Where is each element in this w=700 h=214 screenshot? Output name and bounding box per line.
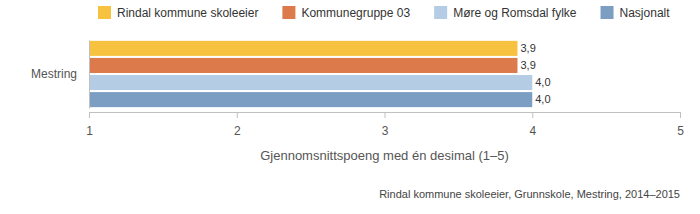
tick: 2 <box>234 112 241 138</box>
legend-label: Møre og Romsdal fylke <box>453 6 577 20</box>
bar <box>89 58 517 73</box>
tick-mark <box>680 112 681 118</box>
data-label: 4,0 <box>535 93 550 105</box>
tick-label: 2 <box>234 124 241 138</box>
legend-swatch <box>98 6 111 19</box>
data-labels: 3,93,94,04,0 <box>520 42 550 105</box>
tick: 1 <box>86 112 93 138</box>
bar <box>89 41 517 56</box>
data-label: 3,9 <box>520 59 535 71</box>
legend-item: Nasjonalt <box>601 6 671 20</box>
data-label: 4,0 <box>535 76 550 88</box>
tick-label: 5 <box>677 124 684 138</box>
tick-mark <box>385 112 386 118</box>
tick-mark <box>89 112 90 118</box>
legend-label: Nasjonalt <box>620 6 671 20</box>
tick-label: 3 <box>382 124 389 138</box>
axis-title: Gjennomsnittspoeng med én desimal (1–5) <box>260 148 509 163</box>
legend-item: Rindal kommune skoleeier <box>98 6 258 20</box>
legend-item: Kommunegruppe 03 <box>282 6 410 20</box>
tick: 4 <box>529 112 536 138</box>
tick-mark <box>532 112 533 118</box>
legend: Rindal kommune skoleeier Kommunegruppe 03… <box>98 6 670 20</box>
data-label: 3,9 <box>520 42 535 54</box>
legend-swatch <box>601 6 614 19</box>
bar <box>89 75 532 90</box>
tick: 3 <box>382 112 389 138</box>
axis-line <box>90 113 681 119</box>
legend-label: Kommunegruppe 03 <box>301 6 410 20</box>
tick-label: 4 <box>529 124 536 138</box>
annotation: Rindal kommune skoleeier, Grunnskole, Me… <box>379 188 680 200</box>
y-axis: Mestring <box>31 41 90 109</box>
tick-label: 1 <box>86 124 93 138</box>
bar <box>89 92 532 107</box>
axis-line <box>89 41 90 109</box>
legend-item: Møre og Romsdal fylke <box>434 6 577 20</box>
legend-swatch <box>434 6 447 19</box>
tick-mark <box>237 112 238 118</box>
x-axis: 1 2 3 4 5 <box>86 112 684 138</box>
bars <box>89 41 532 107</box>
tick-label: Mestring <box>31 67 77 81</box>
tick: Mestring <box>31 67 89 81</box>
tick: 5 <box>677 112 684 138</box>
legend-label: Rindal kommune skoleeier <box>117 6 258 20</box>
chart: 3,93,94,04,012345MestringGjennomsnittspo… <box>0 0 700 214</box>
legend-swatch <box>282 6 295 19</box>
